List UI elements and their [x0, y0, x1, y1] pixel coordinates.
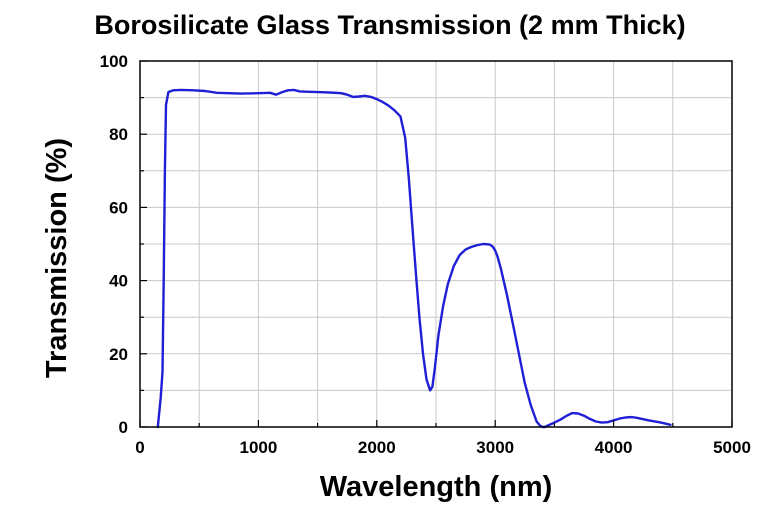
axis-ticks: 0 1000 2000 3000 4000 5000 0 20 40 60 80 100 [100, 52, 751, 457]
y-tick-label: 80 [109, 125, 128, 144]
x-tick-label: 0 [135, 438, 144, 457]
chart-title: Borosilicate Glass Transmission (2 mm Th… [94, 10, 685, 40]
series-layer [156, 88, 672, 429]
x-tick-label: 4000 [595, 438, 633, 457]
y-tick-label: 60 [109, 198, 128, 217]
x-tick-label: 1000 [239, 438, 277, 457]
y-tick-label: 0 [119, 418, 128, 437]
grid-lines [139, 60, 733, 428]
x-tick-label: 2000 [358, 438, 396, 457]
y-tick-label: 20 [109, 345, 128, 364]
y-tick-label: 40 [109, 272, 128, 291]
y-tick-label: 100 [100, 52, 128, 71]
x-tick-label: 5000 [713, 438, 751, 457]
x-axis-label: Wavelength (nm) [320, 471, 553, 503]
y-axis-label: Transmission (%) [41, 138, 73, 378]
transmission-curve [156, 88, 672, 429]
x-tick-label: 3000 [476, 438, 514, 457]
